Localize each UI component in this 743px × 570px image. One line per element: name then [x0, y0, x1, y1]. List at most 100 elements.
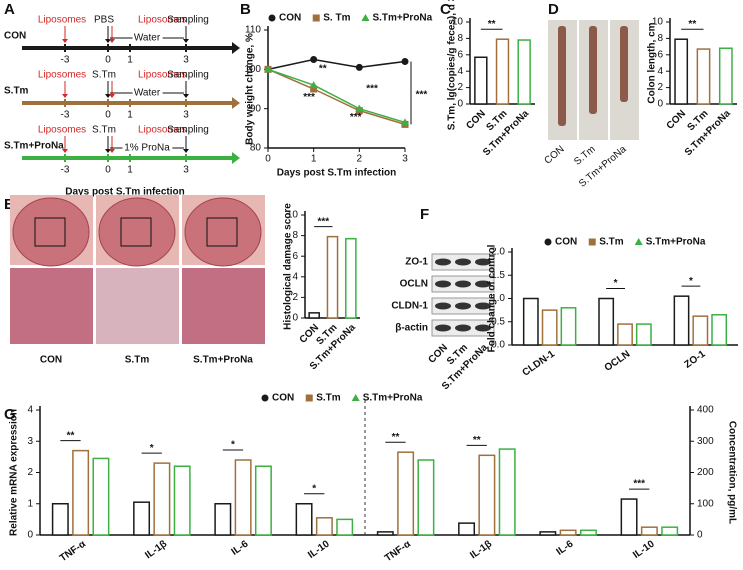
- blot-band: [455, 324, 471, 332]
- significance-label: **: [688, 19, 696, 30]
- bar: [673, 295, 690, 346]
- y-tick-label: 2: [27, 467, 33, 478]
- row-label: S.Tm+ProNa: [4, 141, 64, 152]
- blot-band: [475, 302, 491, 310]
- histology-zoom: [96, 268, 179, 344]
- legend-label: CON: [555, 237, 577, 248]
- axis-title: Histological damage score: [283, 203, 294, 330]
- timeline-tick-label: 3: [183, 165, 189, 176]
- x-tick-label: TNF-α: [383, 538, 414, 564]
- blot-band: [455, 258, 471, 266]
- x-tick-label: CLDN-1: [521, 348, 558, 378]
- panel-label: B: [240, 1, 251, 18]
- bar: [640, 526, 658, 536]
- legend-marker: [544, 238, 552, 246]
- event-arrow-head: [183, 94, 189, 98]
- x-tick-label: IL-10: [306, 538, 332, 561]
- bar: [234, 459, 252, 536]
- significance-label: ***: [366, 84, 378, 95]
- y-tick-label: 100: [244, 64, 261, 75]
- series-line: [267, 68, 406, 124]
- data-point: [310, 85, 318, 93]
- data-point: [264, 65, 272, 73]
- histology-tissue: [184, 197, 262, 267]
- legend-label: S.Tm+ProNa: [646, 237, 706, 248]
- y-tick-label: 1.0: [491, 293, 505, 304]
- x-tick-label: OCLN: [603, 349, 633, 374]
- y-tick-label: 100: [697, 498, 714, 509]
- legend-marker: [588, 238, 596, 246]
- y-tick-label: 0.0: [491, 340, 505, 351]
- photo-caption: S.Tm+ProNa: [193, 355, 253, 366]
- drink-label: 1% ProNa: [124, 143, 170, 154]
- legend-marker: [305, 394, 313, 402]
- bar: [153, 462, 171, 536]
- significance-label: ***: [416, 90, 428, 101]
- blot-band: [435, 280, 451, 288]
- bar: [522, 297, 539, 346]
- timeline-tick-label: 0: [105, 55, 111, 66]
- event-arrow-head: [105, 39, 111, 43]
- legend-marker: [351, 394, 360, 401]
- x-tick-label: CON: [464, 108, 488, 132]
- x-tick-label: IL-10: [631, 538, 657, 561]
- bar: [315, 517, 333, 536]
- bar: [417, 459, 435, 536]
- bar: [345, 237, 357, 319]
- y-tick-label: 8: [292, 230, 298, 241]
- y-tick-label: 1.5: [491, 270, 505, 281]
- timeline-tick-label: 3: [183, 110, 189, 121]
- x-tick-label: 2: [357, 154, 363, 165]
- bar: [711, 314, 728, 346]
- timeline-tick-label: 1: [127, 165, 133, 176]
- zoom-box: [206, 217, 238, 247]
- significance-label: ***: [317, 216, 329, 227]
- blot-band: [475, 258, 491, 266]
- bar: [133, 501, 151, 536]
- zoom-box: [120, 217, 152, 247]
- y-tick-label: 90: [250, 103, 262, 114]
- event-label: Liposomes: [138, 125, 186, 136]
- y-tick-label: 10: [287, 210, 299, 221]
- legend-marker: [361, 14, 370, 21]
- x-tick-label: ZO-1: [683, 348, 708, 370]
- bar: [397, 451, 415, 536]
- x-tick-label: 1: [311, 154, 317, 165]
- x-tick-label: IL-1β: [468, 539, 494, 562]
- row-label: CON: [4, 31, 26, 42]
- bar: [173, 465, 191, 536]
- bar: [692, 315, 709, 346]
- significance-label: **: [473, 435, 481, 446]
- timeline-head: [232, 97, 240, 109]
- x-tick-label: TNF-α: [58, 538, 89, 564]
- blot-band: [435, 302, 451, 310]
- event-label: Liposomes: [138, 70, 186, 81]
- significance-label: **: [67, 430, 75, 441]
- panel-label: F: [420, 206, 429, 223]
- y-tick-label: 10: [452, 17, 464, 28]
- event-arrow-head: [105, 94, 111, 98]
- x-tick-label: IL-1β: [143, 539, 169, 562]
- timeline-head: [232, 42, 240, 54]
- legend-label: S.Tm: [599, 237, 624, 248]
- legend-marker: [268, 14, 276, 22]
- bar: [72, 449, 90, 536]
- drink-label: Water: [134, 88, 161, 99]
- y-tick-label: 0.5: [491, 316, 505, 327]
- y-tick-label: 0: [457, 99, 463, 110]
- blot-band: [435, 258, 451, 266]
- bar: [308, 312, 320, 319]
- y-tick-label: 6: [457, 49, 463, 60]
- axis-title: Concentration, pg/mL: [726, 421, 737, 524]
- bar: [295, 503, 313, 536]
- axis-title: Fold change of control: [487, 244, 498, 352]
- y-tick-label: 80: [250, 143, 262, 154]
- bar: [51, 503, 69, 536]
- y-tick-label: 8: [657, 33, 663, 44]
- event-arrow-head: [183, 149, 189, 153]
- x-tick-label: 3: [402, 154, 408, 165]
- series-line: [267, 58, 406, 71]
- bar: [617, 323, 633, 346]
